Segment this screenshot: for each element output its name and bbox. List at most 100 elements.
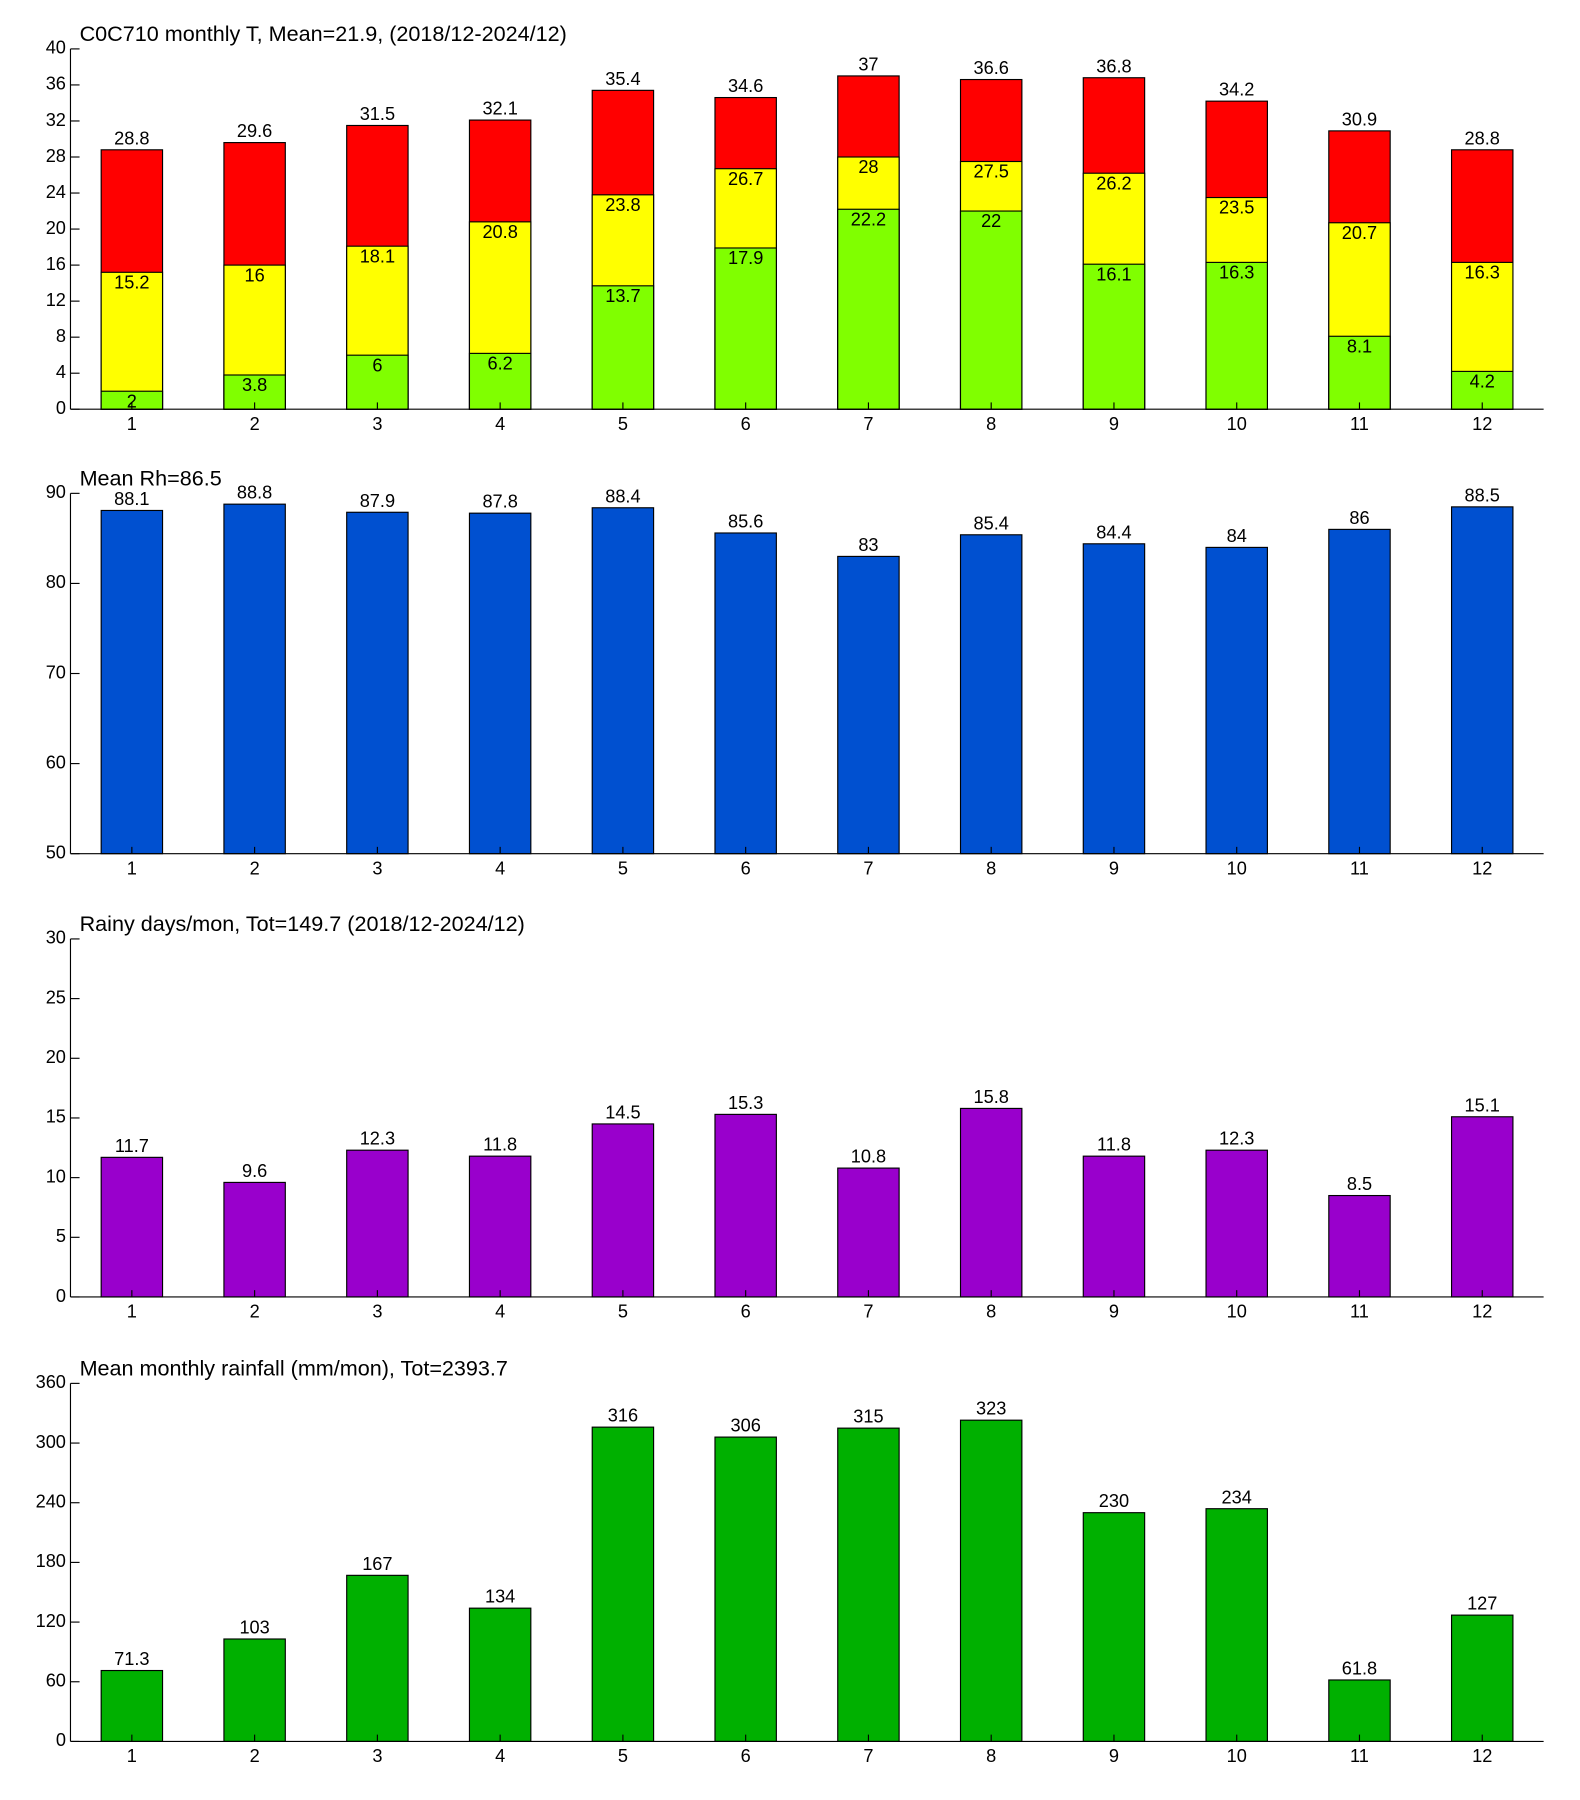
data-label: 20.8 bbox=[482, 222, 517, 242]
bar bbox=[346, 1574, 409, 1743]
x-tick-label: 4 bbox=[495, 414, 505, 434]
chart-title: Mean monthly rainfall (mm/mon), Tot=2393… bbox=[80, 1355, 508, 1380]
x-tick-label: 10 bbox=[1227, 858, 1247, 878]
data-label: 230 bbox=[1099, 1491, 1129, 1511]
bar bbox=[100, 271, 164, 410]
x-tick-label: 6 bbox=[741, 858, 751, 878]
bar bbox=[959, 1107, 1023, 1298]
y-tick-label: 60 bbox=[46, 1671, 66, 1691]
data-label: 167 bbox=[362, 1554, 392, 1574]
data-label: 3.8 bbox=[242, 375, 267, 395]
data-label: 71.3 bbox=[114, 1649, 149, 1669]
data-label: 27.5 bbox=[974, 162, 1009, 182]
data-label: 134 bbox=[485, 1587, 515, 1607]
x-tick-label: 1 bbox=[127, 414, 137, 434]
y-tick-label: 50 bbox=[46, 842, 66, 862]
y-tick-label: 28 bbox=[46, 146, 66, 166]
bar bbox=[223, 1181, 286, 1298]
bar bbox=[1450, 1614, 1514, 1743]
x-tick-label: 6 bbox=[741, 1302, 751, 1322]
data-label: 316 bbox=[608, 1406, 638, 1426]
data-label: 87.9 bbox=[360, 491, 395, 511]
bar bbox=[1205, 1508, 1268, 1743]
data-label: 61.8 bbox=[1342, 1659, 1377, 1679]
bar bbox=[591, 507, 655, 855]
bar bbox=[959, 210, 1023, 410]
x-tick-label: 9 bbox=[1109, 858, 1119, 878]
y-tick-label: 20 bbox=[46, 1047, 66, 1067]
bar bbox=[837, 1167, 900, 1298]
x-tick-label: 7 bbox=[863, 1746, 873, 1766]
x-tick-label: 4 bbox=[495, 1302, 505, 1322]
x-tick-label: 6 bbox=[741, 1746, 751, 1766]
x-tick-label: 11 bbox=[1350, 1302, 1369, 1322]
x-tick-label: 12 bbox=[1472, 414, 1492, 434]
bar bbox=[468, 1155, 532, 1298]
x-tick-label: 9 bbox=[1109, 1302, 1119, 1322]
x-tick-label: 1 bbox=[127, 858, 137, 878]
data-label: 15.3 bbox=[728, 1093, 763, 1113]
y-tick-label: 10 bbox=[46, 1166, 66, 1186]
x-tick-label: 2 bbox=[250, 1302, 260, 1322]
x-tick-label: 11 bbox=[1350, 1746, 1369, 1766]
x-tick-label: 12 bbox=[1472, 1302, 1492, 1322]
x-tick-label: 8 bbox=[986, 1302, 996, 1322]
data-label: 315 bbox=[853, 1407, 883, 1427]
data-label: 23.5 bbox=[1219, 198, 1254, 218]
data-label: 84 bbox=[1227, 526, 1247, 546]
bar bbox=[1328, 335, 1391, 410]
bar bbox=[714, 1113, 777, 1298]
y-tick-label: 240 bbox=[36, 1492, 66, 1512]
data-label: 86 bbox=[1349, 508, 1369, 528]
x-tick-label: 9 bbox=[1109, 1746, 1119, 1766]
bar bbox=[346, 1149, 409, 1298]
bar bbox=[714, 247, 777, 410]
y-tick-label: 60 bbox=[46, 752, 66, 772]
data-label: 85.6 bbox=[728, 512, 763, 532]
data-label: 16.3 bbox=[1219, 263, 1254, 283]
data-label: 127 bbox=[1467, 1594, 1497, 1614]
data-label: 16 bbox=[245, 265, 265, 285]
chart-title: Rainy days/mon, Tot=149.7 (2018/12-2024/… bbox=[80, 911, 525, 936]
data-label: 16.3 bbox=[1465, 263, 1500, 283]
data-label: 88.4 bbox=[605, 486, 640, 506]
bar bbox=[1328, 528, 1391, 855]
y-tick-label: 70 bbox=[46, 662, 66, 682]
bar bbox=[1082, 1512, 1146, 1743]
data-label: 20.7 bbox=[1342, 223, 1377, 243]
data-label: 36.6 bbox=[974, 58, 1009, 78]
bar bbox=[1205, 261, 1268, 410]
data-label: 22 bbox=[981, 211, 1001, 231]
x-tick-label: 7 bbox=[863, 414, 873, 434]
bar bbox=[714, 532, 777, 855]
x-tick-label: 4 bbox=[495, 1746, 505, 1766]
data-label: 15.2 bbox=[114, 272, 149, 292]
data-label: 36.8 bbox=[1096, 56, 1131, 76]
data-label: 26.7 bbox=[728, 169, 763, 189]
bar bbox=[1082, 1155, 1146, 1298]
data-label: 8.5 bbox=[1347, 1174, 1372, 1194]
data-label: 88.5 bbox=[1465, 485, 1500, 505]
y-tick-label: 4 bbox=[56, 362, 66, 382]
data-label: 30.9 bbox=[1342, 109, 1377, 129]
data-label: 88.1 bbox=[114, 489, 149, 509]
data-label: 8.1 bbox=[1347, 336, 1372, 356]
data-label: 16.1 bbox=[1096, 264, 1131, 284]
bar bbox=[468, 352, 532, 410]
bar bbox=[837, 555, 900, 855]
data-label: 306 bbox=[731, 1416, 761, 1436]
data-label: 34.2 bbox=[1219, 80, 1254, 100]
x-tick-label: 11 bbox=[1350, 858, 1369, 878]
x-tick-label: 10 bbox=[1227, 414, 1247, 434]
x-tick-label: 12 bbox=[1472, 1746, 1492, 1766]
x-tick-label: 5 bbox=[618, 1302, 628, 1322]
y-tick-label: 80 bbox=[46, 572, 66, 592]
data-label: 28.8 bbox=[114, 128, 149, 148]
data-label: 84.4 bbox=[1096, 522, 1131, 542]
y-tick-label: 25 bbox=[46, 987, 66, 1007]
data-label: 103 bbox=[239, 1618, 269, 1638]
data-label: 26.2 bbox=[1096, 173, 1131, 193]
data-label: 323 bbox=[976, 1399, 1006, 1419]
x-tick-label: 10 bbox=[1227, 1302, 1247, 1322]
